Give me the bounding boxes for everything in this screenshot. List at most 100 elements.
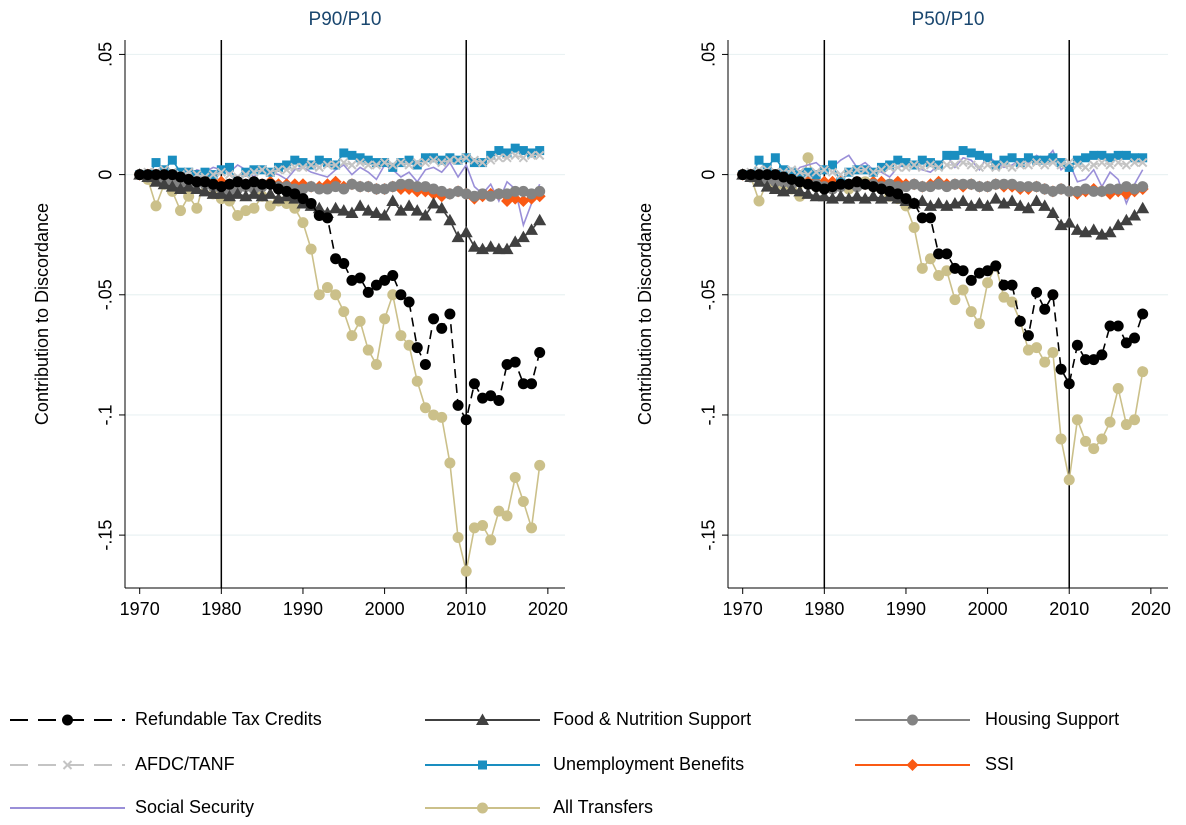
point [353, 199, 367, 211]
point [494, 146, 504, 156]
point [436, 322, 448, 334]
point [1128, 208, 1142, 221]
point [932, 196, 946, 209]
point [485, 534, 497, 546]
point [958, 146, 968, 156]
chart-title: P50/P10 [912, 9, 985, 30]
point [419, 358, 431, 370]
point [338, 258, 350, 270]
point [1030, 194, 1044, 207]
y-tick-label: -.1 [699, 404, 719, 425]
point [972, 196, 986, 209]
point [909, 160, 919, 170]
point [1031, 157, 1042, 168]
point [924, 253, 936, 265]
point [1097, 157, 1107, 168]
point [950, 150, 960, 160]
point [378, 208, 392, 221]
point [966, 160, 976, 170]
series [134, 169, 546, 577]
point [1080, 162, 1091, 173]
point [761, 169, 773, 181]
point [876, 162, 886, 172]
point [62, 714, 73, 726]
point [420, 153, 430, 163]
x-tick-label: 1970 [120, 599, 160, 619]
point [387, 289, 399, 301]
point [410, 204, 424, 216]
point [1129, 157, 1140, 168]
point [314, 162, 324, 173]
point [526, 522, 538, 534]
point [795, 170, 805, 180]
point [477, 802, 488, 814]
point [901, 158, 911, 168]
point [486, 150, 496, 160]
point [241, 169, 251, 180]
point [917, 162, 927, 173]
point [459, 225, 473, 238]
point [534, 150, 545, 161]
point [1089, 150, 1099, 160]
point [370, 279, 382, 291]
point [338, 183, 350, 195]
point [305, 197, 317, 209]
point [793, 184, 807, 197]
point [369, 206, 383, 219]
point [445, 155, 455, 165]
point [256, 178, 268, 190]
point [411, 342, 423, 354]
point [500, 242, 514, 255]
point [1104, 416, 1116, 428]
point [157, 177, 171, 190]
point [1014, 181, 1026, 193]
point [516, 230, 530, 243]
point [950, 160, 960, 170]
point [402, 199, 416, 211]
point [388, 160, 398, 170]
point [330, 289, 342, 301]
point [1137, 366, 1149, 378]
point [232, 209, 244, 221]
point [787, 167, 797, 177]
point [925, 160, 936, 170]
point [388, 162, 398, 172]
y-axis-label: Contribution to Discordance [32, 203, 52, 425]
point [1064, 162, 1074, 172]
point [1072, 160, 1083, 170]
point [999, 160, 1009, 170]
point [1064, 157, 1074, 168]
x-tick-label: 2020 [1131, 599, 1171, 619]
point [347, 160, 357, 170]
point [62, 760, 73, 770]
point [933, 162, 944, 173]
point [1104, 183, 1116, 195]
point [1055, 363, 1067, 375]
point [973, 181, 985, 193]
point [493, 395, 505, 407]
point [1022, 330, 1034, 342]
point [216, 165, 226, 175]
point [420, 157, 431, 168]
point [436, 411, 448, 423]
point [754, 155, 764, 165]
point [753, 195, 765, 207]
point [934, 160, 944, 170]
point [1013, 199, 1027, 211]
point [1031, 286, 1043, 298]
point [933, 270, 945, 282]
point [752, 175, 766, 187]
point [265, 167, 276, 177]
point [1039, 303, 1051, 315]
y-tick-label: 0 [699, 170, 719, 180]
point [484, 240, 498, 252]
y-tick-label: 0 [96, 170, 116, 180]
point [991, 162, 1001, 173]
point [1021, 201, 1035, 214]
point [518, 153, 529, 163]
point [991, 160, 1001, 170]
point [478, 760, 487, 770]
point [1111, 218, 1125, 231]
point [289, 188, 301, 200]
point [273, 165, 284, 175]
